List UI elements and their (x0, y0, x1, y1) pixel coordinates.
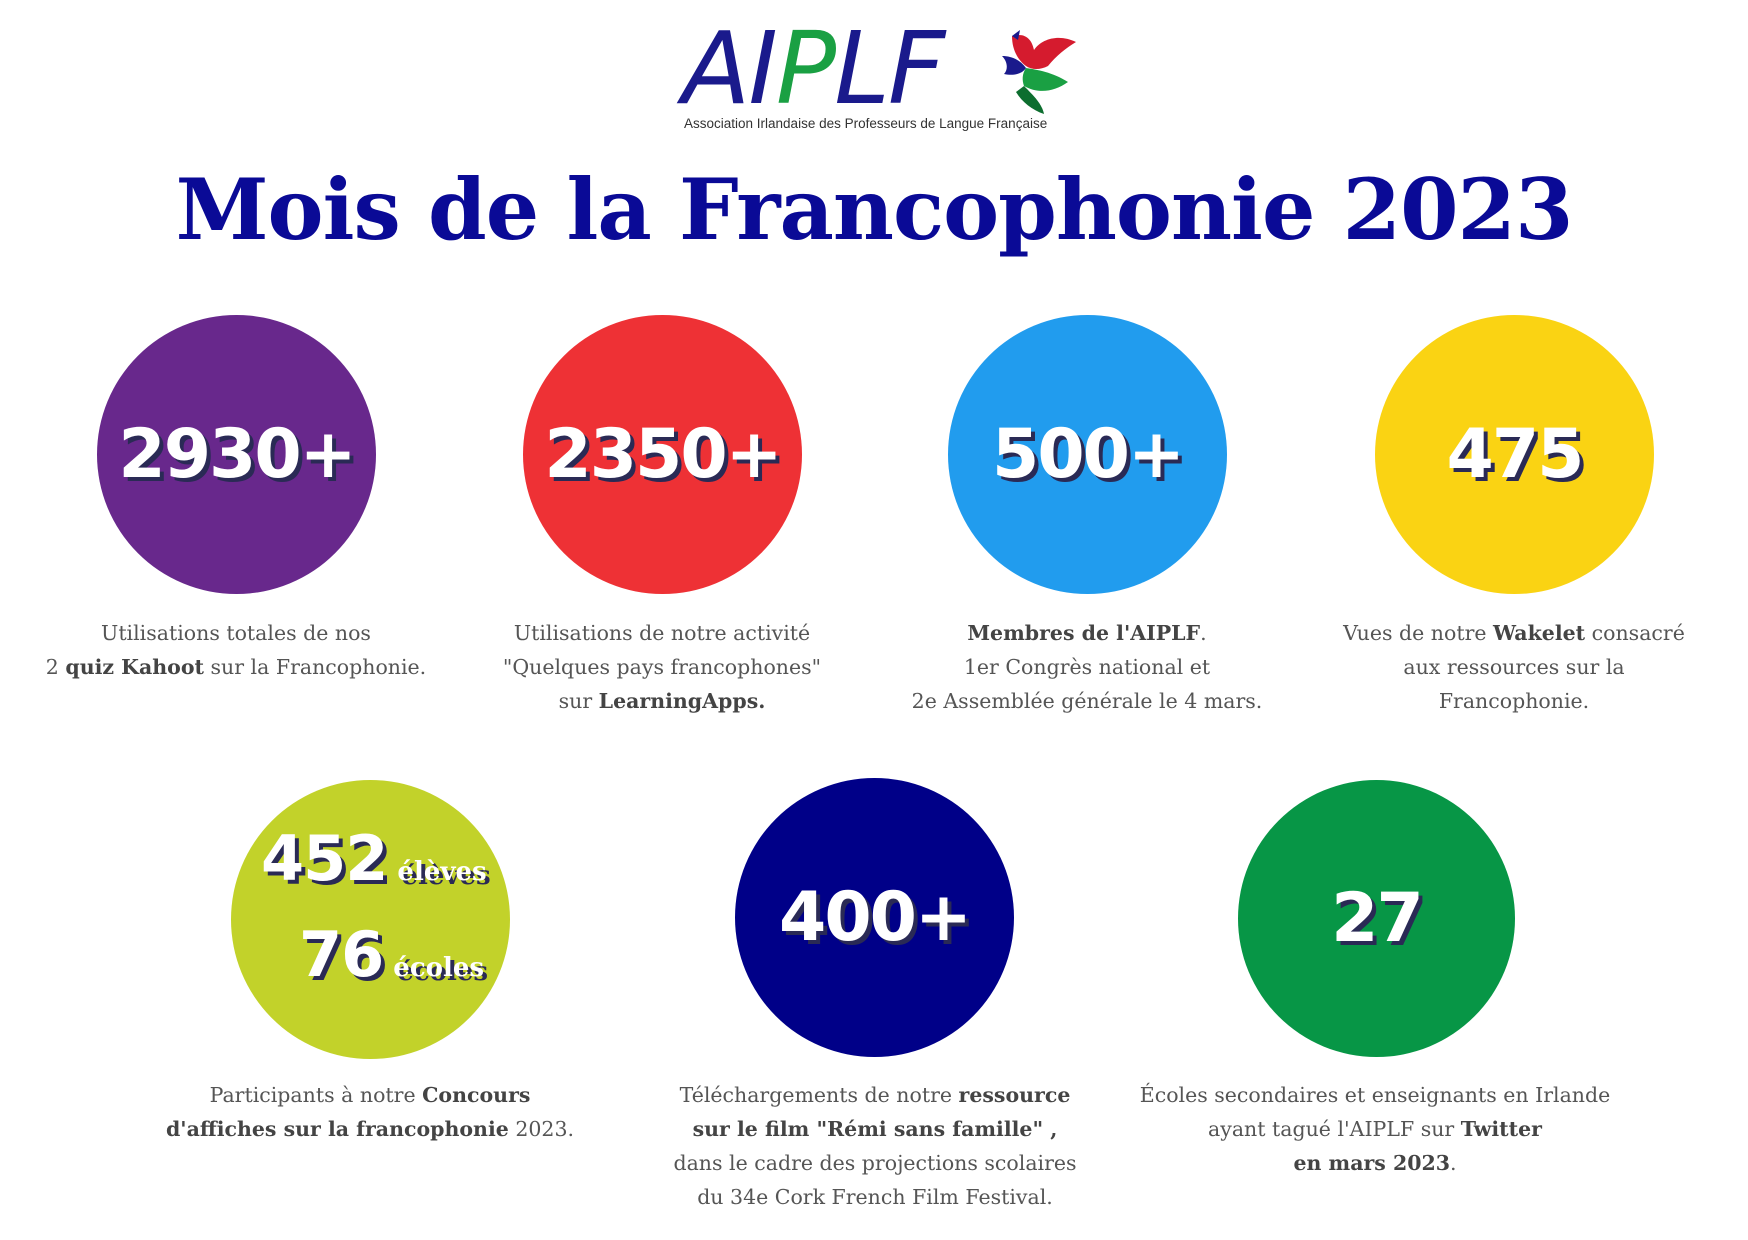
description-text: 2 (45, 655, 66, 679)
stat-description-concours: Participants à notre Concours d'affiches … (160, 1078, 580, 1146)
description-text: du 34e Cork French Film Festival. (697, 1185, 1053, 1209)
description-text: Francophonie. (1438, 689, 1590, 713)
description-text: . (1200, 621, 1207, 645)
description-line: Utilisations totales de nos (36, 616, 436, 650)
description-text: Utilisations totales de nos (101, 621, 371, 645)
bird-icon (1002, 30, 1076, 114)
stat-ecoles: 76 écoles (299, 918, 484, 991)
description-text: 1er Congrès national et (963, 655, 1211, 679)
stat-value-eleves: 452 (261, 822, 388, 895)
description-bold-text: Wakelet (1493, 621, 1586, 645)
description-line: Vues de notre Wakelet consacré (1314, 616, 1714, 650)
stat-circle-kahoot: 2930+ (97, 315, 376, 594)
description-text: "Quelques pays francophones" (502, 655, 822, 679)
description-text: . (1450, 1151, 1457, 1175)
stat-circle-wakelet: 475 (1375, 315, 1654, 594)
logo-letters-lf: LF (834, 10, 945, 127)
description-text: Téléchargements de notre (679, 1083, 959, 1107)
description-line: 2e Assemblée générale le 4 mars. (887, 684, 1287, 718)
stat-circle-twitter: 27 (1238, 780, 1515, 1057)
stat-value: 500+ (992, 415, 1185, 494)
stat-value: 27 (1331, 879, 1424, 958)
description-line: Francophonie. (1314, 684, 1714, 718)
description-text: 2023. (508, 1117, 575, 1141)
logo-letters-ai: AI (682, 10, 778, 127)
stat-description-members: Membres de l'AIPLF. 1er Congrès national … (887, 616, 1287, 718)
page-title: Mois de la Francophonie 2023 (175, 160, 1574, 259)
stat-description-film: Téléchargements de notre ressource sur le… (650, 1078, 1100, 1214)
description-line: aux ressources sur la (1314, 650, 1714, 684)
description-bold-text: Twitter (1460, 1117, 1542, 1141)
stat-label-eleves: élèves (397, 857, 487, 887)
description-bold-text: ressource (958, 1083, 1071, 1107)
stat-eleves: 452 élèves (261, 822, 487, 895)
stat-value: 475 (1446, 415, 1585, 494)
description-line: ayant tagué l'AIPLF sur Twitter (1120, 1112, 1630, 1146)
stat-description-learningapps: Utilisations de notre activité "Quelques … (462, 616, 862, 718)
stat-circle-concours: 452 élèves 76 écoles (231, 780, 510, 1059)
description-line: dans le cadre des projections scolaires (650, 1146, 1100, 1180)
description-text: ayant tagué l'AIPLF sur (1208, 1117, 1461, 1141)
description-bold-text: quiz Kahoot (65, 655, 204, 679)
description-bold-text: sur le film "Rémi sans famille" , (692, 1117, 1058, 1141)
description-text: aux ressources sur la (1403, 655, 1625, 679)
description-text: Vues de notre (1343, 621, 1494, 645)
description-line: "Quelques pays francophones" (462, 650, 862, 684)
logo-subtitle: Association Irlandaise des Professeurs d… (684, 116, 1048, 131)
description-text: Utilisations de notre activité (513, 621, 811, 645)
stat-circle-learningapps: 2350+ (523, 315, 802, 594)
logo-letter-p: P (775, 10, 836, 127)
stat-value-ecoles: 76 (299, 918, 384, 991)
description-line: Utilisations de notre activité (462, 616, 862, 650)
description-line: en mars 2023. (1120, 1146, 1630, 1180)
description-bold-text: en mars 2023 (1293, 1151, 1451, 1175)
description-text: sur la Francophonie. (204, 655, 427, 679)
description-text: dans le cadre des projections scolaires (673, 1151, 1077, 1175)
description-line: d'affiches sur la francophonie 2023. (160, 1112, 580, 1146)
description-text: sur (558, 689, 599, 713)
description-line: Téléchargements de notre ressource (650, 1078, 1100, 1112)
stat-value: 400+ (779, 878, 972, 957)
stat-circle-members: 500+ (948, 315, 1227, 594)
description-text: Écoles secondaires et enseignants en Irl… (1139, 1083, 1611, 1107)
description-bold-text: LearningApps. (598, 689, 766, 713)
stat-value: 2930+ (118, 415, 356, 494)
stat-description-twitter: Écoles secondaires et enseignants en Irl… (1120, 1078, 1630, 1180)
description-line: 1er Congrès national et (887, 650, 1287, 684)
description-line: du 34e Cork French Film Festival. (650, 1180, 1100, 1214)
description-line: Membres de l'AIPLF. (887, 616, 1287, 650)
description-line: sur le film "Rémi sans famille" , (650, 1112, 1100, 1146)
stat-description-wakelet: Vues de notre Wakelet consacré aux ressou… (1314, 616, 1714, 718)
description-text: 2e Assemblée générale le 4 mars. (911, 689, 1263, 713)
description-text: consacré (1585, 621, 1685, 645)
description-text: Participants à notre (209, 1083, 423, 1107)
description-line: 2 quiz Kahoot sur la Francophonie. (36, 650, 436, 684)
stat-label-ecoles: écoles (393, 953, 485, 983)
description-line: Participants à notre Concours (160, 1078, 580, 1112)
stat-description-kahoot: Utilisations totales de nos 2 quiz Kahoot… (36, 616, 436, 684)
description-bold-text: Membres de l'AIPLF (967, 621, 1201, 645)
aiplf-logo: AIPLF Association Irlandaise des Profess… (682, 14, 1082, 134)
description-line: sur LearningApps. (462, 684, 862, 718)
description-bold-text: Concours (422, 1083, 531, 1107)
logo-wordmark: AIPLF (682, 14, 945, 124)
description-line: Écoles secondaires et enseignants en Irl… (1120, 1078, 1630, 1112)
description-bold-text: d'affiches sur la francophonie (165, 1117, 509, 1141)
stat-value: 2350+ (544, 415, 782, 494)
stat-circle-film: 400+ (735, 778, 1014, 1057)
